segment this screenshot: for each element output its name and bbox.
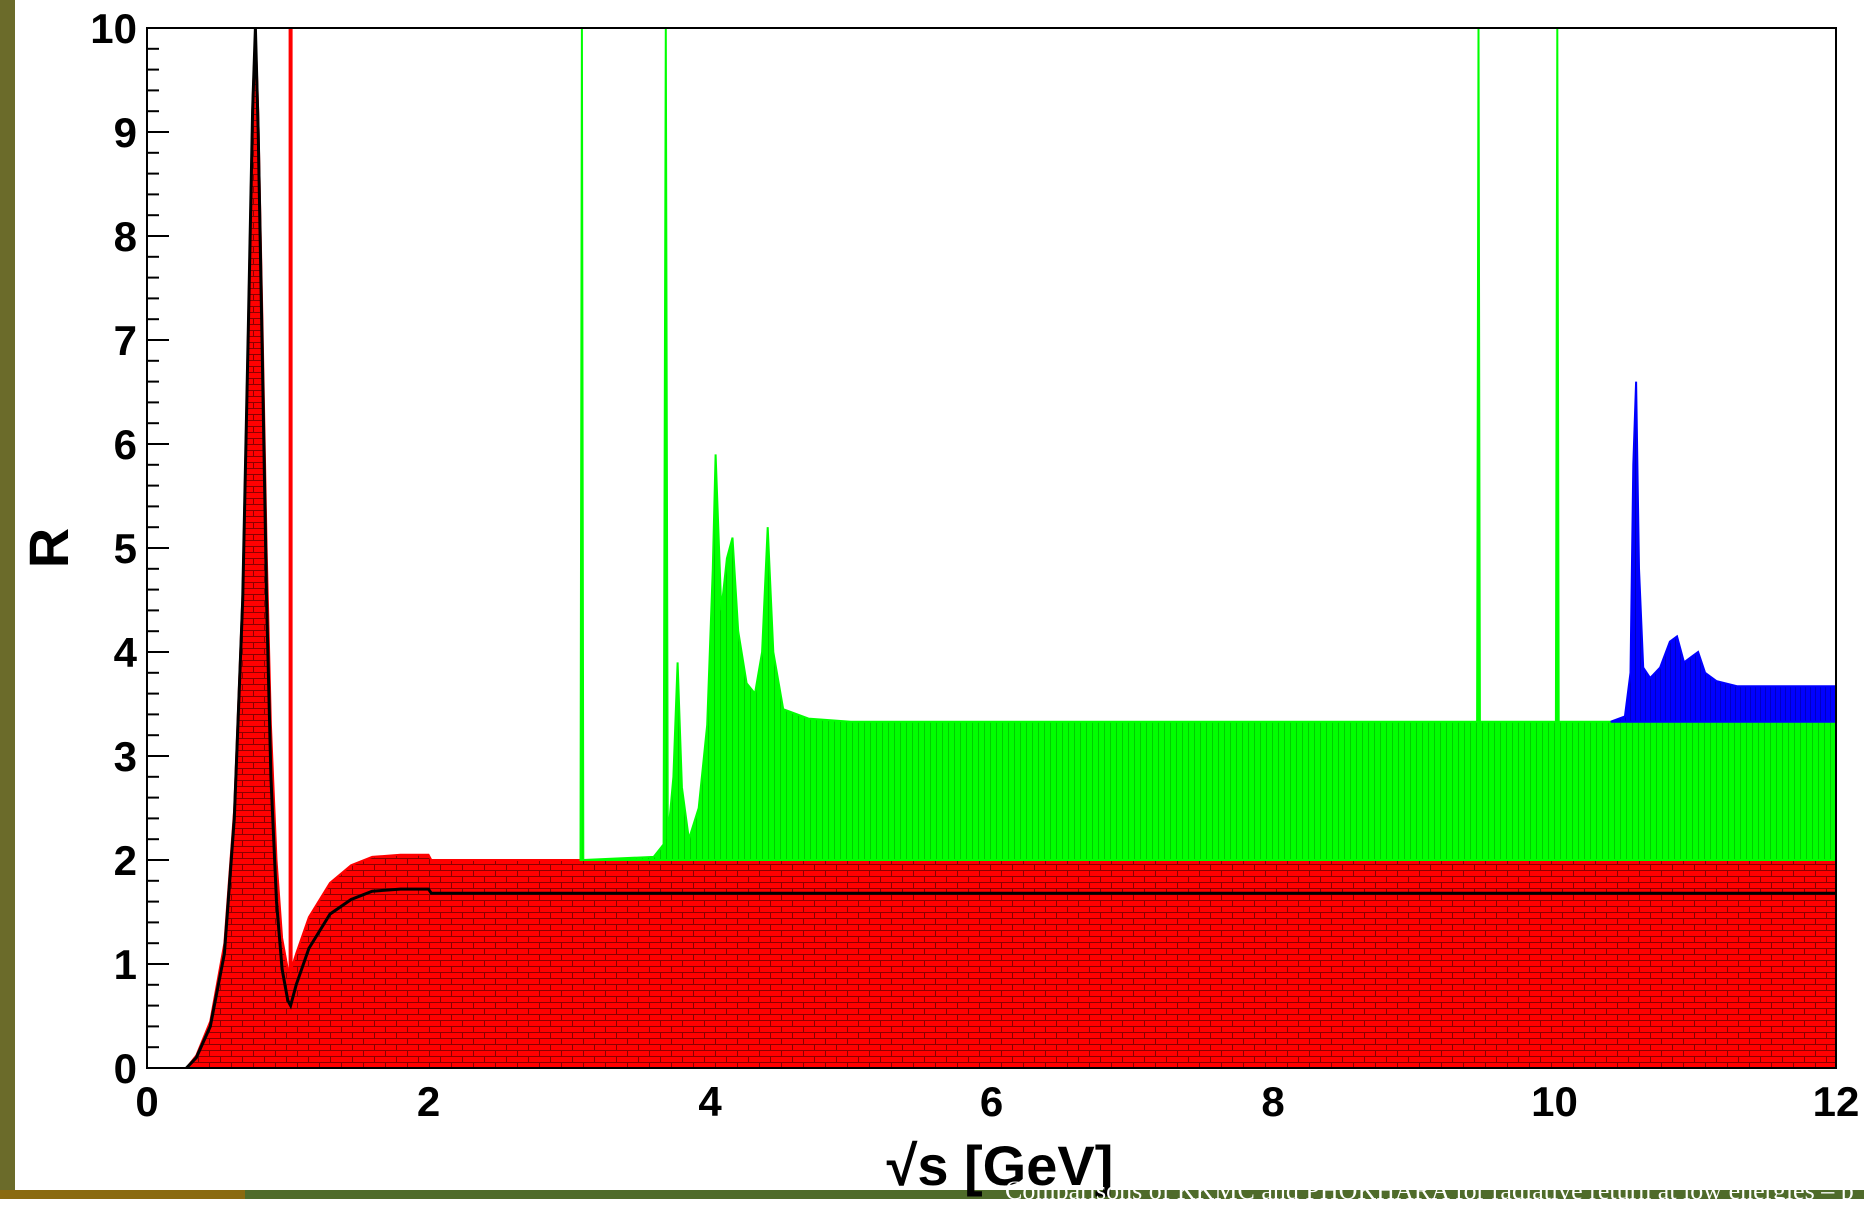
x-tick-label-12: 12 <box>1813 1078 1860 1125</box>
x-tick-label-6: 6 <box>980 1078 1003 1125</box>
y-tick-label-6: 6 <box>114 421 137 468</box>
y-tick-label-7: 7 <box>114 317 137 364</box>
y-tick-label-5: 5 <box>114 525 137 572</box>
x-tick-label-10: 10 <box>1531 1078 1578 1125</box>
y-tick-label-10: 10 <box>90 5 137 52</box>
y-tick-label-2: 2 <box>114 837 137 884</box>
y-axis-title: R <box>17 528 80 568</box>
x-tick-label-2: 2 <box>417 1078 440 1125</box>
series-0-area <box>147 28 1836 1068</box>
x-tick-label-8: 8 <box>1261 1078 1284 1125</box>
y-tick-label-4: 4 <box>114 629 138 676</box>
y-tick-label-8: 8 <box>114 213 137 260</box>
left-decor-bar <box>0 0 15 1199</box>
x-axis-title: √s [GeV] <box>887 1134 1114 1197</box>
y-tick-label-1: 1 <box>114 941 137 988</box>
y-tick-label-9: 9 <box>114 109 137 156</box>
footer-caption: Comparisons of KKMC and PHOKHARA for rad… <box>1005 1176 1854 1205</box>
y-tick-label-0: 0 <box>114 1045 137 1092</box>
series-3-line <box>185 28 1836 1068</box>
y-tick-label-3: 3 <box>114 733 137 780</box>
bottom-decor-bar-left <box>0 1190 245 1199</box>
x-tick-label-0: 0 <box>135 1078 158 1125</box>
bottom-decor-bar-right <box>245 1190 1864 1199</box>
x-tick-label-4: 4 <box>698 1078 722 1125</box>
series-layer <box>147 28 1836 1068</box>
series-1-area <box>579 28 1836 862</box>
series-2-area <box>1610 381 1836 723</box>
